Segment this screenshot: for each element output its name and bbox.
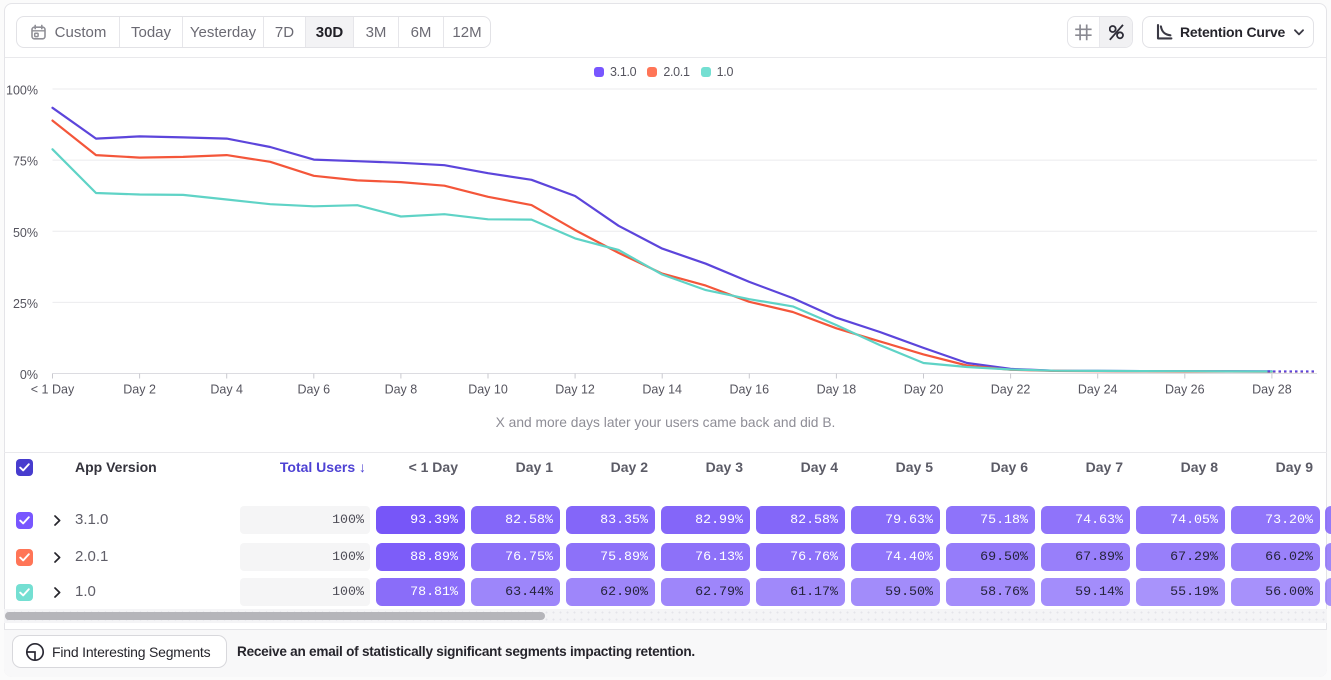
svg-text:Day 22: Day 22 bbox=[991, 383, 1031, 397]
svg-text:Day 4: Day 4 bbox=[210, 383, 243, 397]
svg-text:Day 14: Day 14 bbox=[642, 383, 682, 397]
svg-text:Day 2: Day 2 bbox=[123, 383, 156, 397]
svg-text:25%: 25% bbox=[13, 297, 38, 311]
svg-text:Day 10: Day 10 bbox=[468, 383, 508, 397]
svg-text:50%: 50% bbox=[13, 226, 38, 240]
svg-text:Day 18: Day 18 bbox=[817, 383, 857, 397]
svg-text:100%: 100% bbox=[6, 84, 38, 98]
svg-text:Day 20: Day 20 bbox=[904, 383, 944, 397]
svg-text:< 1 Day: < 1 Day bbox=[31, 383, 75, 397]
svg-text:0%: 0% bbox=[20, 368, 38, 382]
svg-text:Day 16: Day 16 bbox=[729, 383, 769, 397]
svg-text:Day 12: Day 12 bbox=[555, 383, 595, 397]
svg-text:Day 26: Day 26 bbox=[1165, 383, 1205, 397]
svg-text:Day 8: Day 8 bbox=[385, 383, 418, 397]
svg-text:Day 6: Day 6 bbox=[297, 383, 330, 397]
svg-text:Day 28: Day 28 bbox=[1252, 383, 1292, 397]
svg-text:Day 24: Day 24 bbox=[1078, 383, 1118, 397]
svg-text:75%: 75% bbox=[13, 155, 38, 169]
